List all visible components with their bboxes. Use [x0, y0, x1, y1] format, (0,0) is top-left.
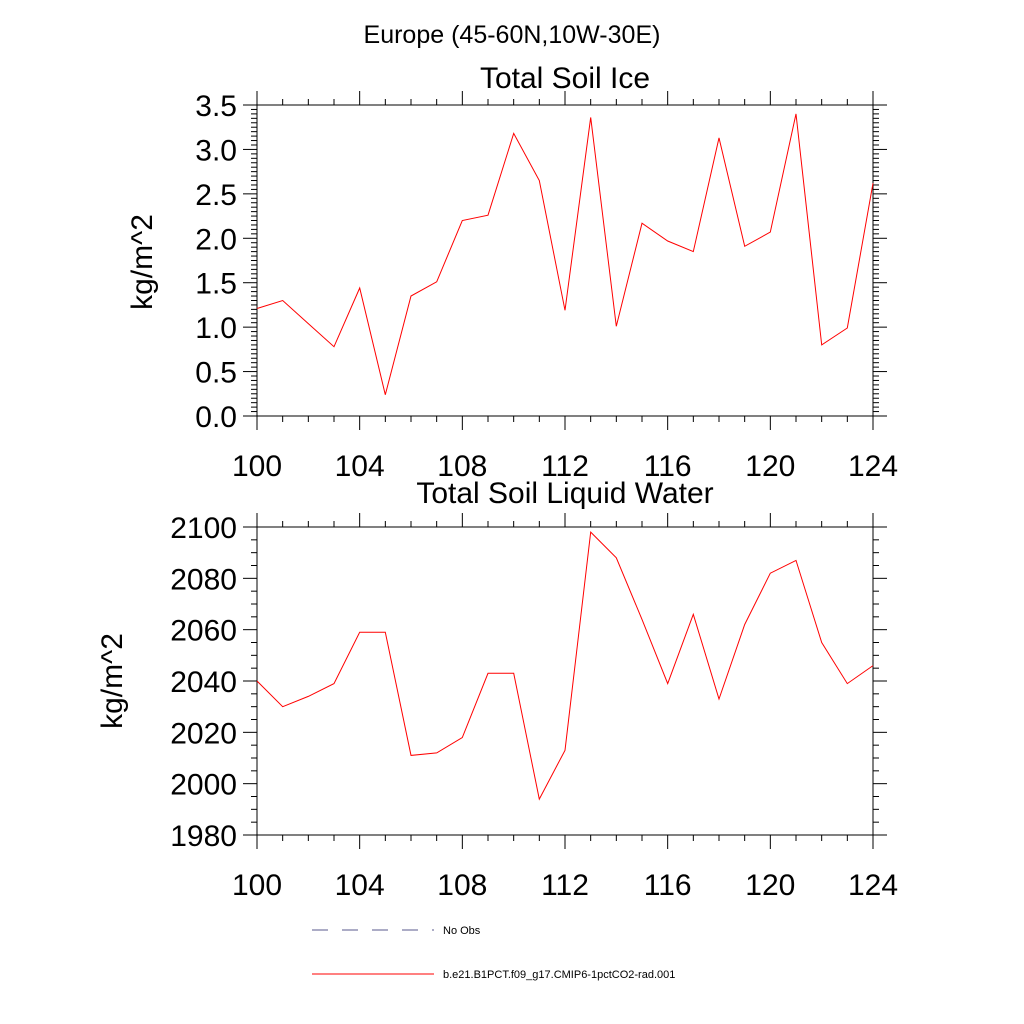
y-tick-label: 1980 — [170, 820, 237, 853]
panel-title: Total Soil Liquid Water — [416, 477, 713, 510]
y-tick-label: 2100 — [170, 512, 237, 545]
x-tick-label: 116 — [644, 869, 692, 902]
panel-soil-ice: Total Soil Ice kg/m^2 100 104 108 112 116 120… — [126, 62, 898, 483]
y-tick-label: 2060 — [170, 615, 237, 648]
y-tick-label: 3.5 — [195, 90, 237, 123]
x-tick-label: 120 — [745, 450, 795, 483]
series-line — [256, 113, 874, 395]
series-line — [256, 531, 874, 801]
panel-title: Total Soil Ice — [480, 62, 650, 95]
figure-title: Europe (45-60N,10W-30E) — [364, 21, 661, 49]
x-tick-label: 104 — [335, 869, 385, 902]
panel-soil-liquid-water: Total Soil Liquid Water kg/m^2 100 104 108… — [96, 477, 898, 902]
x-tick-label: 112 — [541, 450, 589, 483]
x-tick-label: 112 — [541, 869, 589, 902]
x-tick-label: 120 — [745, 869, 795, 902]
y-tick-label: 2020 — [170, 717, 237, 750]
y-tick-label: 0.0 — [195, 401, 237, 434]
legend-item-model-run: b.e21.B1PCT.f09_g17.CMIP6-1pctCO2-rad.00… — [312, 969, 675, 981]
legend-item-no-obs: No Obs — [312, 925, 481, 937]
y-axis-label: kg/m^2 — [96, 633, 129, 729]
y-tick-label: 2080 — [170, 563, 237, 596]
y-tick-label: 1.5 — [195, 268, 237, 301]
x-tick-label: 104 — [335, 450, 385, 483]
x-tick-label: 124 — [848, 869, 898, 902]
x-tick-label: 116 — [644, 450, 692, 483]
y-tick-label: 0.5 — [195, 357, 237, 390]
legend: No Obs b.e21.B1PCT.f09_g17.CMIP6-1pctCO2… — [312, 925, 675, 981]
plot-frame — [256, 526, 874, 836]
y-tick-label: 2.5 — [195, 179, 237, 212]
y-tick-label: 2.0 — [195, 223, 237, 256]
x-tick-label: 100 — [232, 450, 282, 483]
y-tick-label: 3.0 — [195, 134, 237, 167]
y-tick-label: 2040 — [170, 666, 237, 699]
x-tick-label: 100 — [232, 869, 282, 902]
x-tick-label: 108 — [437, 450, 487, 483]
y-axis-label: kg/m^2 — [126, 214, 159, 310]
x-tick-label: 124 — [848, 450, 898, 483]
y-tick-label: 2000 — [170, 769, 237, 802]
legend-label: No Obs — [443, 925, 481, 937]
legend-label: b.e21.B1PCT.f09_g17.CMIP6-1pctCO2-rad.00… — [443, 969, 675, 981]
plot-frame — [256, 104, 874, 417]
x-tick-label: 108 — [437, 869, 487, 902]
y-tick-label: 1.0 — [195, 312, 237, 345]
